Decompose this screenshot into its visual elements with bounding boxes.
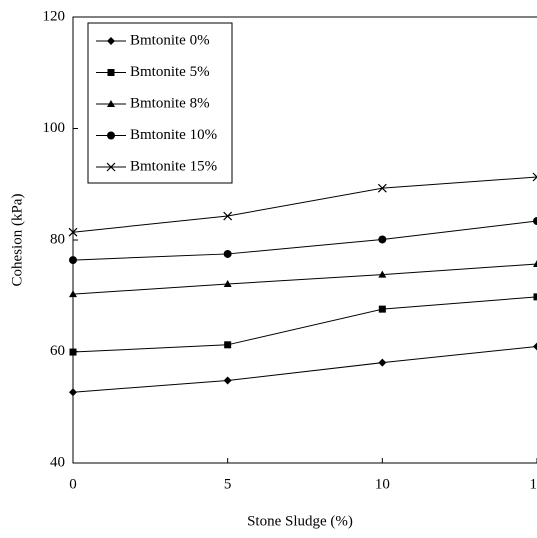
- legend-label: Bmtonite 15%: [130, 158, 217, 174]
- marker: [378, 235, 387, 244]
- marker: [223, 280, 232, 288]
- x-tick-label: 10: [375, 476, 390, 492]
- x-tick-label: 1: [530, 476, 537, 492]
- marker: [107, 37, 115, 45]
- series-line: [72, 263, 537, 295]
- marker: [378, 270, 387, 278]
- y-tick-label: 120: [43, 8, 66, 24]
- marker: [533, 217, 537, 226]
- marker: [107, 131, 115, 140]
- y-tick-label: 60: [50, 343, 65, 359]
- legend-label: Bmtonite 10%: [130, 127, 217, 143]
- marker: [378, 305, 386, 313]
- marker: [107, 100, 115, 107]
- series-line: [72, 176, 537, 233]
- marker: [533, 342, 537, 351]
- series-line: [72, 220, 537, 261]
- x-tick-label: 5: [224, 476, 232, 492]
- series-line: [72, 296, 537, 353]
- marker: [223, 249, 232, 258]
- marker: [106, 162, 116, 172]
- legend-label: Bmtonite 8%: [130, 95, 210, 111]
- marker: [377, 183, 387, 193]
- y-axis-label: Cohesion (kPa): [9, 194, 25, 287]
- marker: [69, 388, 77, 397]
- marker: [223, 376, 232, 385]
- marker: [533, 259, 537, 267]
- legend-label: Bmtonite 5%: [130, 64, 210, 80]
- marker: [69, 256, 77, 265]
- marker: [224, 341, 232, 349]
- legend-label: Bmtonite 0%: [130, 32, 210, 48]
- y-tick-label: 40: [50, 454, 65, 470]
- marker: [532, 172, 537, 182]
- legend-box: [87, 22, 233, 184]
- y-tick-label: 80: [50, 231, 65, 247]
- marker: [378, 358, 387, 367]
- y-tick-label: 100: [43, 120, 66, 136]
- marker: [223, 211, 233, 221]
- marker: [69, 290, 77, 298]
- marker: [533, 293, 537, 301]
- x-axis-label: Stone Sludge (%): [247, 513, 353, 529]
- marker: [69, 348, 77, 356]
- marker: [107, 69, 115, 76]
- marker: [68, 227, 78, 237]
- series-line: [72, 345, 537, 393]
- x-tick-label: 0: [69, 476, 77, 492]
